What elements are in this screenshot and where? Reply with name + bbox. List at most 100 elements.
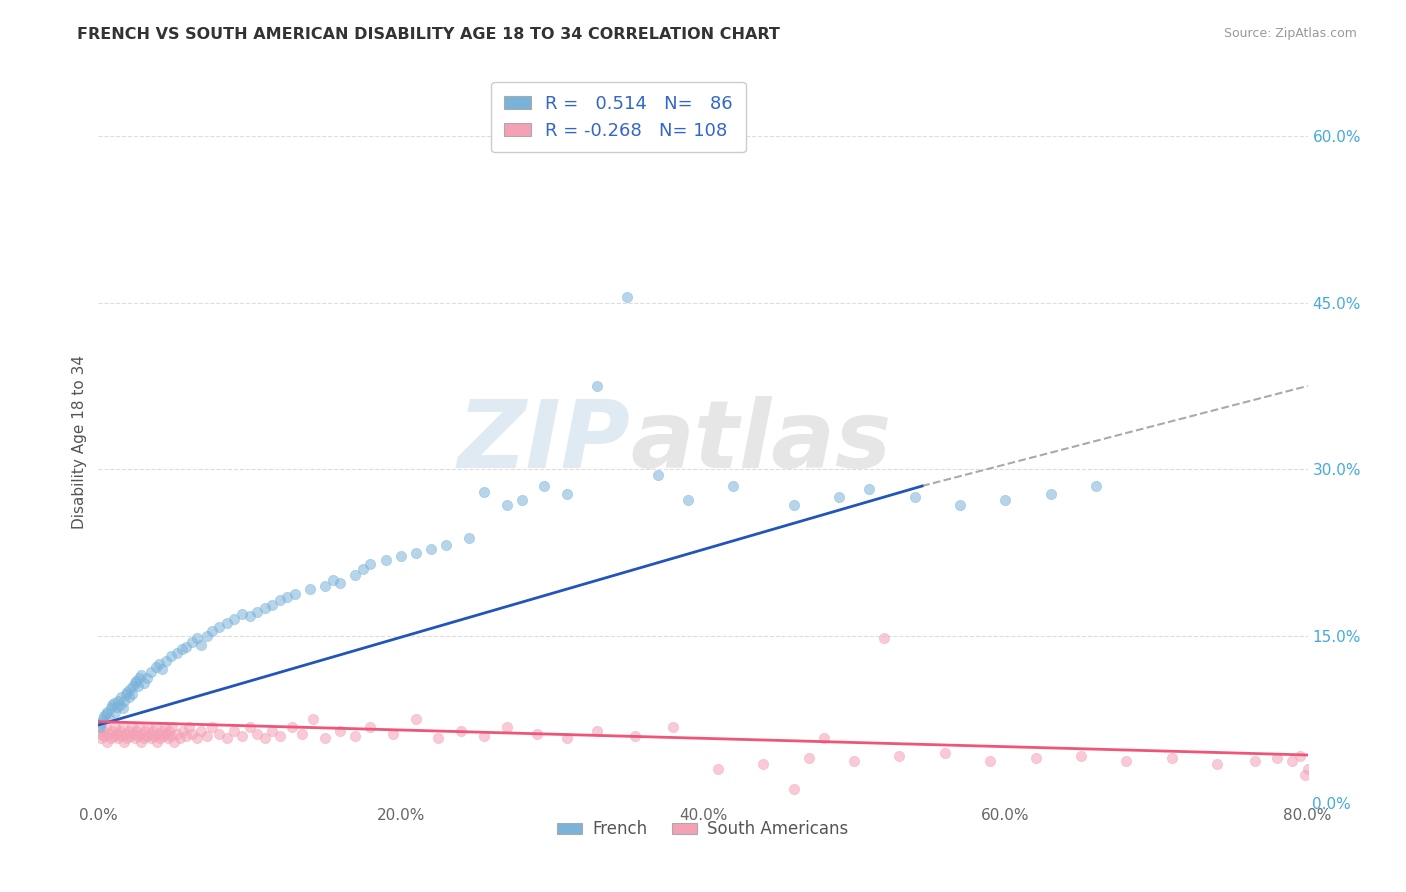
- Text: ZIP: ZIP: [457, 395, 630, 488]
- Point: [115, 684, 138, 698]
- Point: [276, 590, 298, 604]
- Point: [797, 751, 820, 765]
- Point: [752, 756, 775, 771]
- Point: [150, 723, 173, 738]
- Point: [93, 729, 115, 743]
- Point: [108, 698, 131, 712]
- Point: [142, 723, 165, 738]
- Point: [128, 720, 150, 734]
- Point: [101, 723, 124, 738]
- Point: [129, 734, 152, 748]
- Point: [262, 598, 284, 612]
- Point: [382, 727, 405, 741]
- Point: [143, 729, 166, 743]
- Point: [131, 727, 153, 741]
- Point: [586, 723, 609, 738]
- Point: [224, 612, 246, 626]
- Point: [1267, 751, 1289, 765]
- Point: [389, 549, 412, 563]
- Point: [96, 734, 118, 748]
- Point: [624, 729, 647, 743]
- Point: [125, 673, 148, 688]
- Point: [105, 727, 128, 741]
- Point: [118, 723, 141, 738]
- Point: [844, 754, 866, 768]
- Point: [360, 557, 382, 571]
- Point: [201, 720, 224, 734]
- Point: [132, 675, 155, 690]
- Point: [246, 605, 269, 619]
- Point: [118, 690, 141, 705]
- Point: [253, 601, 276, 615]
- Point: [101, 698, 124, 712]
- Point: [127, 679, 149, 693]
- Point: [155, 653, 177, 667]
- Point: [152, 729, 174, 743]
- Point: [723, 479, 745, 493]
- Point: [120, 729, 142, 743]
- Point: [1024, 751, 1046, 765]
- Point: [139, 727, 162, 741]
- Point: [103, 696, 125, 710]
- Point: [889, 749, 911, 764]
- Point: [1160, 751, 1182, 765]
- Point: [269, 593, 291, 607]
- Point: [150, 662, 173, 676]
- Point: [1281, 754, 1303, 768]
- Point: [302, 713, 325, 727]
- Point: [159, 723, 181, 738]
- Point: [231, 607, 253, 621]
- Text: Source: ZipAtlas.com: Source: ZipAtlas.com: [1223, 27, 1357, 40]
- Y-axis label: Disability Age 18 to 34: Disability Age 18 to 34: [72, 354, 87, 529]
- Point: [405, 546, 427, 560]
- Point: [231, 729, 253, 743]
- Point: [163, 734, 186, 748]
- Point: [1115, 754, 1137, 768]
- Point: [145, 720, 167, 734]
- Point: [262, 723, 284, 738]
- Point: [94, 706, 117, 721]
- Point: [472, 729, 495, 743]
- Point: [135, 671, 157, 685]
- Point: [110, 690, 132, 705]
- Point: [253, 731, 276, 746]
- Point: [322, 574, 344, 588]
- Point: [146, 734, 169, 748]
- Point: [329, 723, 352, 738]
- Point: [141, 731, 163, 746]
- Point: [949, 498, 972, 512]
- Point: [181, 634, 204, 648]
- Point: [134, 723, 156, 738]
- Point: [314, 731, 336, 746]
- Point: [329, 575, 352, 590]
- Point: [170, 642, 193, 657]
- Point: [1296, 763, 1319, 777]
- Point: [90, 715, 112, 730]
- Point: [155, 727, 177, 741]
- Point: [1085, 479, 1108, 493]
- Point: [111, 701, 134, 715]
- Point: [111, 720, 134, 734]
- Point: [495, 720, 517, 734]
- Point: [160, 649, 183, 664]
- Point: [98, 711, 121, 725]
- Point: [526, 727, 548, 741]
- Point: [107, 731, 129, 746]
- Point: [104, 705, 127, 719]
- Point: [145, 660, 167, 674]
- Text: atlas: atlas: [630, 395, 891, 488]
- Point: [994, 493, 1017, 508]
- Point: [89, 720, 111, 734]
- Point: [586, 379, 609, 393]
- Point: [344, 729, 367, 743]
- Point: [858, 483, 880, 497]
- Point: [108, 723, 131, 738]
- Point: [96, 705, 118, 719]
- Point: [934, 746, 956, 760]
- Point: [246, 727, 269, 741]
- Point: [208, 620, 231, 634]
- Point: [676, 493, 699, 508]
- Point: [420, 542, 443, 557]
- Point: [555, 487, 578, 501]
- Point: [195, 629, 218, 643]
